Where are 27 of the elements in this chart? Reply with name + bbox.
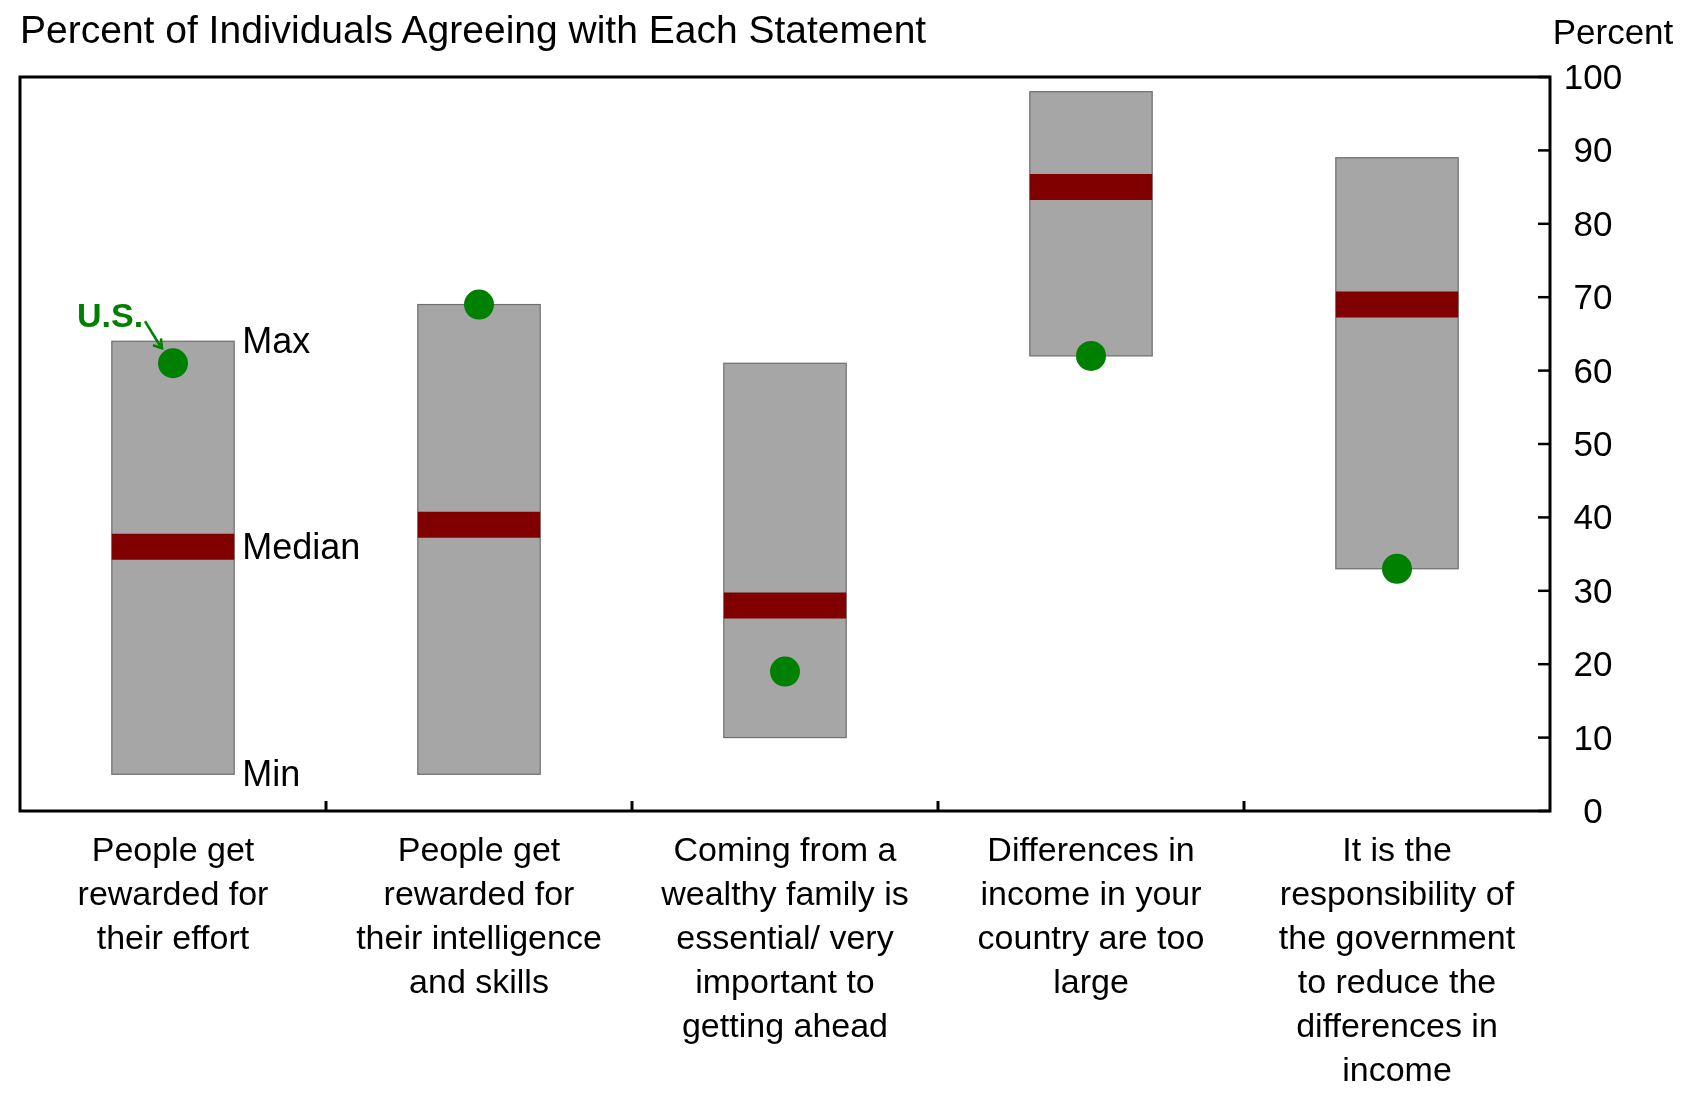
y-tick-label: 70 <box>1573 277 1613 317</box>
y-axis-title: Percent <box>1552 12 1674 51</box>
annotation: Min <box>242 753 301 795</box>
point <box>1076 340 1106 371</box>
y-tick-label: 90 <box>1573 130 1613 170</box>
y-tick-label: 80 <box>1573 203 1613 243</box>
y-tick-label: 50 <box>1573 424 1613 463</box>
y-tick-label: 100 <box>1563 57 1623 96</box>
point <box>158 348 188 379</box>
x-tick-label: Differences in income in your country are too large <box>977 830 1205 1000</box>
annotation: Median <box>242 525 361 567</box>
y-tick-label: 30 <box>1573 570 1613 610</box>
x-tick-label: Coming from a wealthy family is essential/ very important to getting ahead <box>660 830 909 1044</box>
annotation: U.S. <box>77 296 144 335</box>
point <box>464 289 494 320</box>
x-tick-label: People get rewarded for their effort <box>77 830 269 956</box>
x-tick-label: People get rewarded for their intelligence and skills <box>356 830 602 1000</box>
annotation: Max <box>242 320 311 362</box>
y-tick-label: 60 <box>1573 350 1613 390</box>
point <box>1382 553 1412 584</box>
y-tick-label: 10 <box>1573 717 1613 757</box>
y-tick-label: 0 <box>1583 791 1603 830</box>
chart-title: Percent of Individuals Agreeing with Each Statement <box>20 8 927 51</box>
point <box>770 656 800 687</box>
y-tick-label: 20 <box>1573 644 1613 684</box>
y-tick-label: 40 <box>1573 497 1613 537</box>
x-tick-label: It is the responsibility of the government to reduce the differences in income <box>1278 830 1516 1088</box>
